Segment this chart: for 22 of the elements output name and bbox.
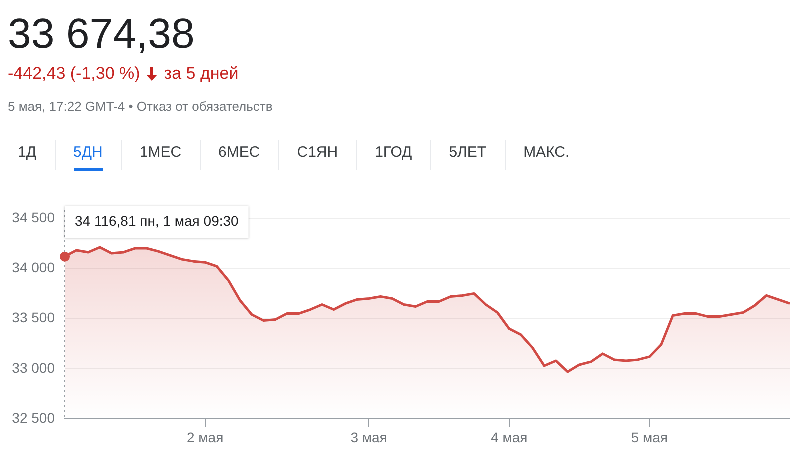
text: 1Д [18,143,37,163]
chart-subtitle: -442,43 (-1,30 %) [8,64,140,84]
y-tick-label: 34 500 [12,209,56,226]
y-tick-label: 34 000 [12,259,56,276]
annotation: 34 116,81 пн, 1 мая 09:30 [75,212,240,229]
text: 5 мая, 17:22 GMT-4 • Отказ от обязательств [8,99,273,114]
x-tick-label: 3 мая [350,429,388,446]
chart-title: 33 674,38 [8,10,195,58]
text: С1ЯН [297,143,338,163]
text: 1МЕС [140,143,182,163]
text: 6МЕС [218,143,260,163]
y-tick-label: 33 000 [12,360,56,376]
text: 5ЛЕТ [449,143,487,163]
x-tick-label: 4 мая [491,429,528,446]
y-tick-label: 32 500 [12,410,56,426]
text: МАКС. [524,143,570,163]
x-tick-label: 5 мая [631,429,668,446]
text: 5ДН [74,140,103,171]
text: за 5 дней [164,64,239,84]
y-tick-label: 33 500 [12,310,56,326]
text: 1ГОД [375,143,412,163]
x-tick-label: 2 мая [186,429,224,446]
